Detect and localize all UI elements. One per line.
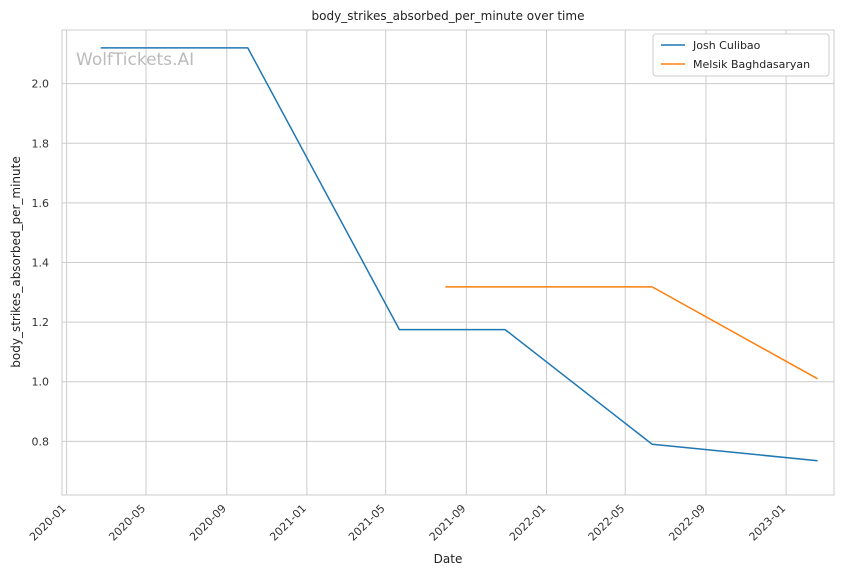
y-tick-label: 1.8 bbox=[32, 137, 50, 150]
legend-box bbox=[652, 33, 830, 77]
y-tick-label: 0.8 bbox=[32, 435, 50, 448]
x-tick-label: 2023-01 bbox=[747, 502, 789, 544]
y-axis-label: body_strikes_absorbed_per_minute bbox=[9, 156, 23, 367]
y-tick-label: 1.4 bbox=[32, 257, 50, 270]
y-tick-label: 2.0 bbox=[32, 78, 50, 91]
x-tick-label: 2022-05 bbox=[586, 502, 628, 544]
y-tick-label: 1.2 bbox=[32, 316, 50, 329]
chart-title: body_strikes_absorbed_per_minute over ti… bbox=[312, 9, 585, 23]
x-tick-label: 2022-09 bbox=[666, 502, 708, 544]
x-tick-label: 2020-01 bbox=[27, 502, 69, 544]
y-tick-labels: 0.8 1.0 1.2 1.4 1.6 1.8 2.0 bbox=[32, 78, 50, 449]
x-tick-label: 2020-09 bbox=[187, 502, 229, 544]
series-line-josh-culibao bbox=[100, 47, 818, 462]
y-tick-label: 1.0 bbox=[32, 376, 50, 389]
watermark: WolfTickets.AI bbox=[76, 50, 194, 70]
x-axis-label: Date bbox=[434, 552, 463, 566]
x-tick-label: 2022-01 bbox=[507, 502, 549, 544]
series-lines bbox=[100, 47, 818, 462]
y-tick-label: 1.6 bbox=[32, 197, 50, 210]
x-tick-labels: 2020-01 2020-05 2020-09 2021-01 2021-05 2021-… bbox=[27, 502, 788, 544]
gridlines bbox=[62, 30, 834, 495]
x-tick-label: 2021-05 bbox=[346, 502, 388, 544]
legend-label-josh-culibao: Josh Culibao bbox=[692, 39, 761, 52]
x-tick-label: 2021-09 bbox=[427, 502, 469, 544]
x-tick-label: 2021-01 bbox=[267, 502, 309, 544]
legend: Josh Culibao Melsik Baghdasaryan bbox=[652, 33, 830, 77]
x-tick-label: 2020-05 bbox=[106, 502, 148, 544]
series-line-melsik-baghdasaryan bbox=[445, 286, 818, 380]
legend-label-melsik-baghdasaryan: Melsik Baghdasaryan bbox=[693, 58, 810, 71]
